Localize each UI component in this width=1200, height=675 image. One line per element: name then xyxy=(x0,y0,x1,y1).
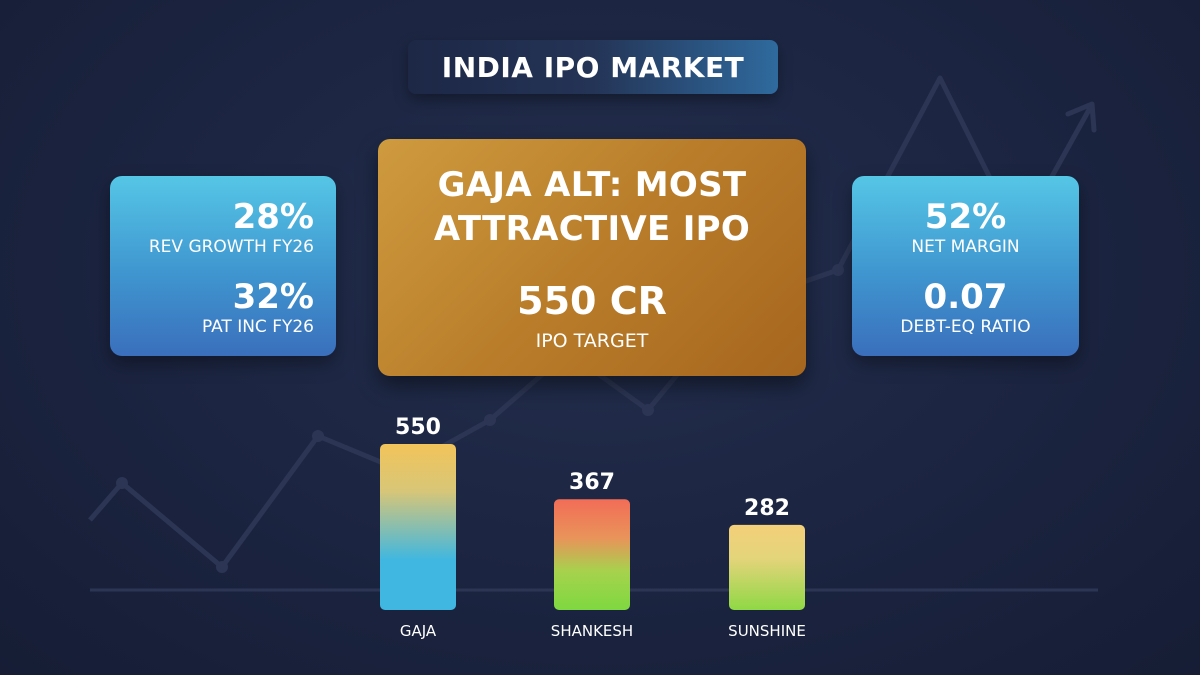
page-title: INDIA IPO MARKET xyxy=(408,40,778,94)
highlight-card: GAJA ALT: MOST ATTRACTIVE IPO 550 CR IPO… xyxy=(378,139,806,376)
stat-label: PAT INC FY26 xyxy=(201,317,314,337)
left-stats-card: 28% REV GROWTH FY26 32% PAT INC FY26 xyxy=(110,176,336,356)
debt-eq-stat: 0.07 DEBT-EQ RATIO xyxy=(852,278,1079,337)
stat-value: 28% xyxy=(232,197,314,237)
stat-value: 0.07 xyxy=(923,277,1008,317)
stat-value: 32% xyxy=(232,277,314,317)
data-label-sunshine: 282 xyxy=(744,496,790,521)
category-label-gaja: GAJA xyxy=(400,622,437,640)
ipo-target-value: 550 CR xyxy=(517,279,667,323)
rev-growth-stat: 28% REV GROWTH FY26 xyxy=(149,198,314,257)
data-label-gaja: 550 xyxy=(395,415,441,440)
net-margin-stat: 52% NET MARGIN xyxy=(852,198,1079,257)
stat-label: NET MARGIN xyxy=(911,237,1020,257)
highlight-headline: GAJA ALT: MOST ATTRACTIVE IPO xyxy=(378,163,806,251)
headline-line-1: GAJA ALT: MOST xyxy=(437,165,747,205)
category-label-sunshine: SUNSHINE xyxy=(728,622,806,640)
bar-sunshine xyxy=(729,524,805,610)
bar-shankesh xyxy=(554,499,630,610)
category-label-shankesh: SHANKESH xyxy=(551,622,633,640)
ipo-target-label: IPO TARGET xyxy=(535,330,649,352)
stat-label: DEBT-EQ RATIO xyxy=(900,317,1031,337)
right-stats-card: 52% NET MARGIN 0.07 DEBT-EQ RATIO xyxy=(852,176,1079,356)
headline-line-2: ATTRACTIVE IPO xyxy=(433,209,751,249)
pat-inc-stat: 32% PAT INC FY26 xyxy=(202,278,314,337)
data-label-shankesh: 367 xyxy=(569,470,615,495)
stat-label: REV GROWTH FY26 xyxy=(148,237,314,257)
bar-gaja xyxy=(380,444,456,610)
stat-value: 52% xyxy=(924,197,1007,237)
